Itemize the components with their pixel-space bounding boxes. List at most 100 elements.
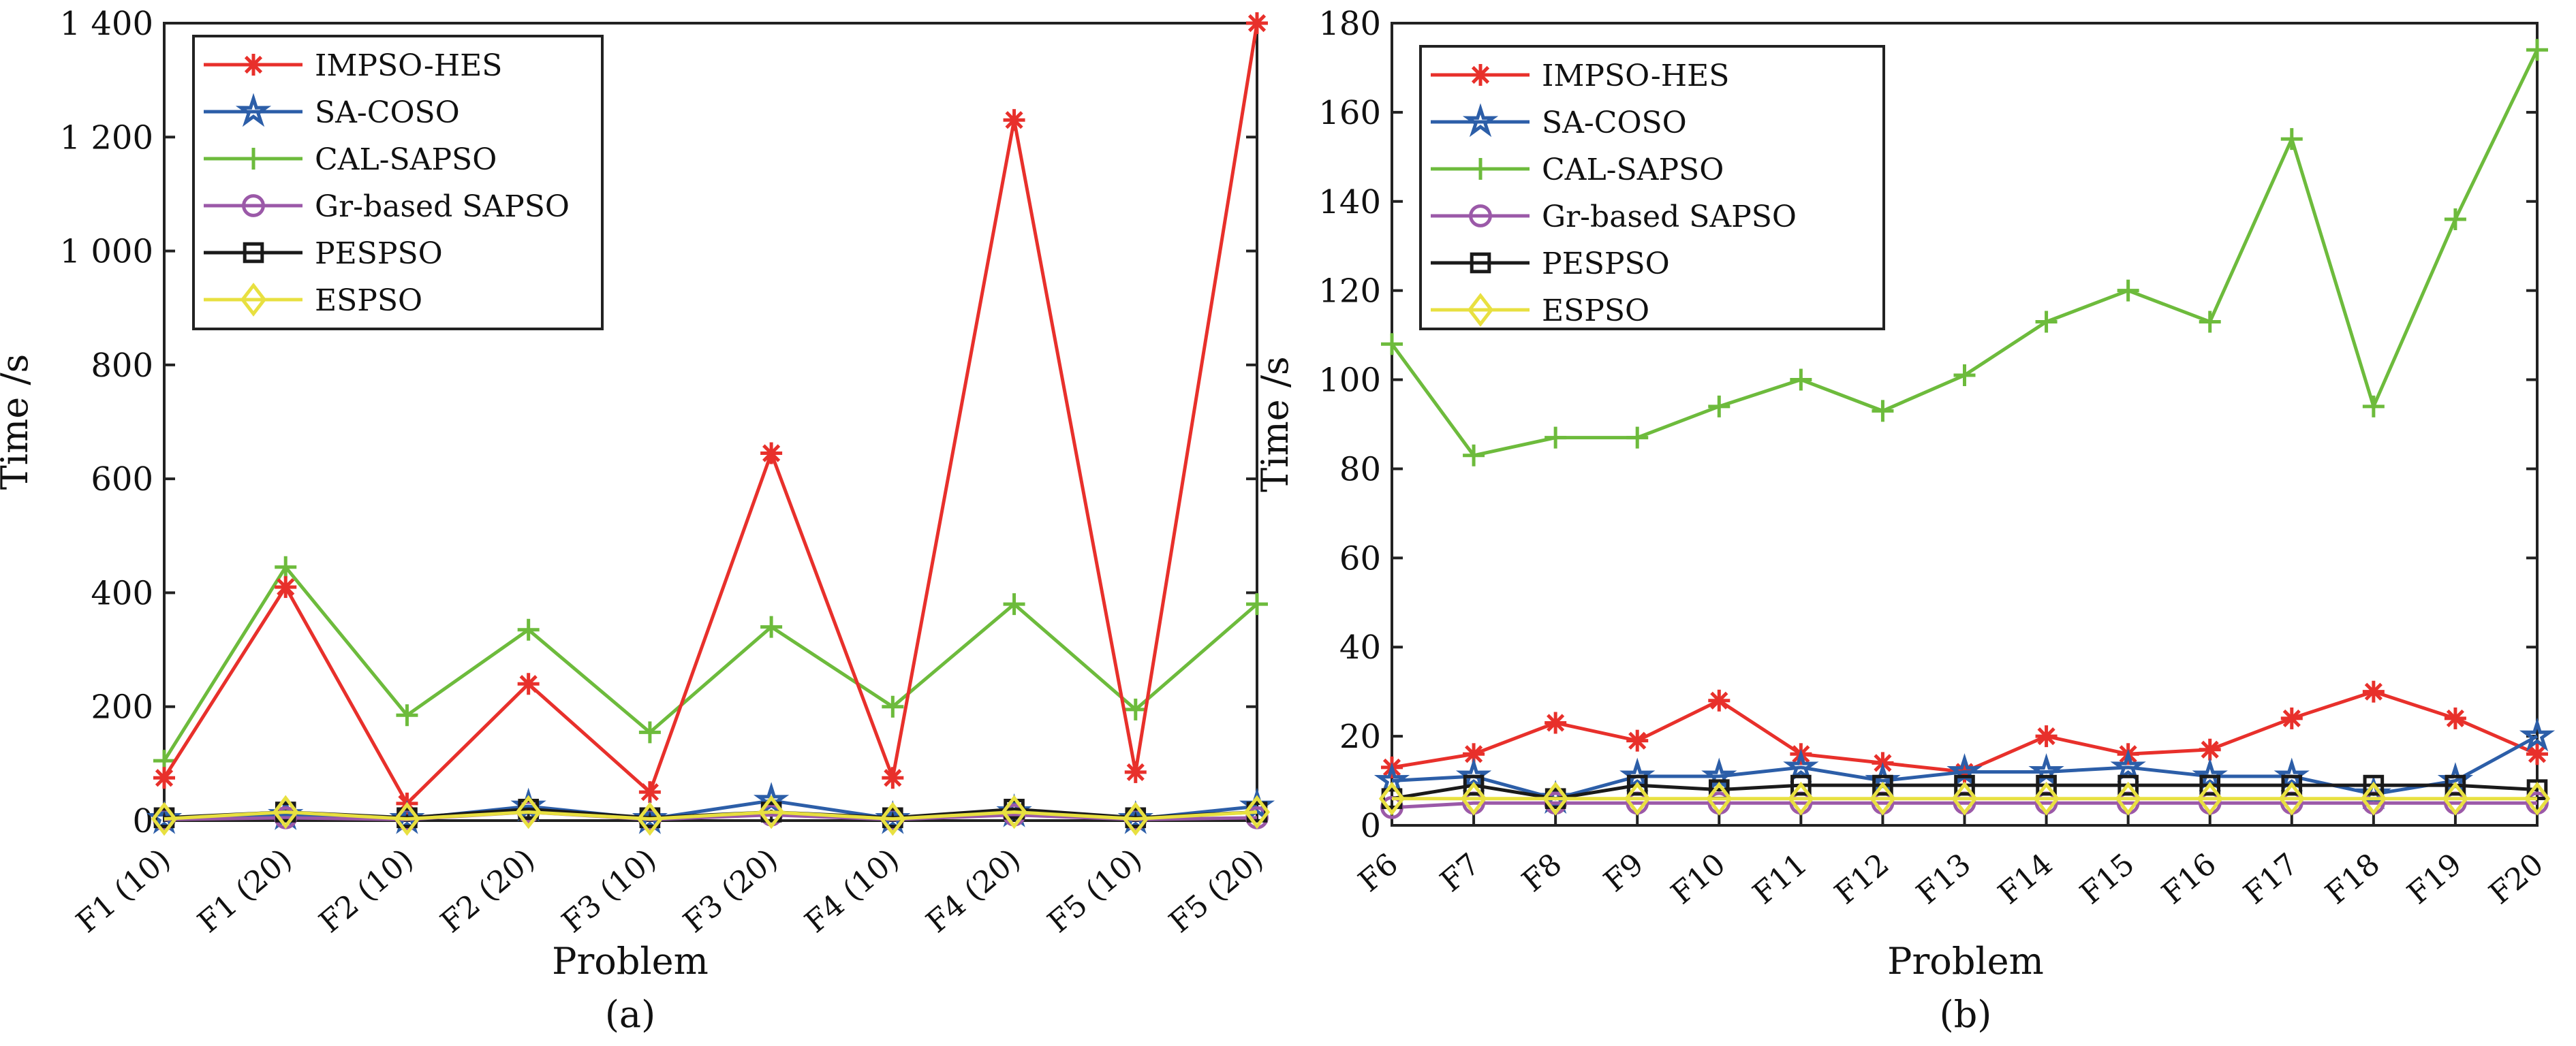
diamond-marker bbox=[1869, 781, 1896, 816]
asterisk-marker bbox=[2037, 727, 2055, 746]
legend-label: PESPSO bbox=[1542, 247, 1670, 281]
square-marker bbox=[2117, 774, 2139, 796]
x-tick-label: F19 bbox=[2401, 846, 2468, 911]
y-tick-label: 400 bbox=[91, 574, 153, 612]
plus-marker bbox=[243, 148, 264, 170]
x-tick-label: F2 (10) bbox=[313, 842, 420, 940]
asterisk-marker bbox=[1005, 111, 1023, 129]
star-marker bbox=[1455, 757, 1492, 792]
series-line bbox=[1391, 801, 2537, 810]
square-marker bbox=[1463, 774, 1485, 796]
star-marker bbox=[1619, 757, 1656, 792]
series-cal-sapso bbox=[153, 556, 1268, 772]
asterisk-marker bbox=[519, 675, 538, 693]
legend-label: ESPSO bbox=[1542, 294, 1649, 328]
diamond-marker bbox=[1378, 781, 1406, 816]
plus-marker bbox=[1003, 593, 1025, 616]
diamond-marker bbox=[2442, 781, 2469, 816]
square-marker bbox=[2199, 774, 2221, 796]
asterisk-marker bbox=[1710, 691, 1728, 710]
x-tick-label: F16 bbox=[2156, 846, 2223, 911]
asterisk-marker bbox=[2528, 745, 2547, 763]
plus-marker bbox=[1790, 368, 1812, 391]
square-marker bbox=[2036, 774, 2057, 796]
x-tick-label: F15 bbox=[2074, 846, 2141, 911]
x-tick-label: F6 bbox=[1352, 846, 1405, 899]
y-tick-label: 20 bbox=[1339, 718, 1381, 756]
circle-marker bbox=[1469, 204, 1492, 227]
x-tick-label: F1 (10) bbox=[70, 842, 178, 940]
plus-marker bbox=[1953, 364, 1976, 387]
legend-item: ESPSO bbox=[204, 283, 422, 318]
square-marker bbox=[1790, 774, 1812, 796]
star-marker bbox=[2192, 757, 2228, 792]
diamond-marker bbox=[1951, 781, 1978, 816]
asterisk-marker bbox=[1464, 745, 1483, 763]
legend-item: CAL-SAPSO bbox=[204, 142, 497, 177]
y-tick-label: 140 bbox=[1318, 183, 1381, 221]
legend-label: Gr-based SAPSO bbox=[315, 189, 570, 224]
x-tick-label: F17 bbox=[2237, 846, 2305, 911]
x-tick-label: F13 bbox=[1910, 846, 1978, 911]
legend: IMPSO-HES SA-COSO CAL-SAPSO Gr-based SAPSO P… bbox=[1419, 45, 1885, 330]
legend-label: Gr-based SAPSO bbox=[1542, 200, 1797, 234]
x-tick-label: F8 bbox=[1516, 846, 1569, 899]
asterisk-marker bbox=[277, 577, 295, 597]
x-tick-label: F18 bbox=[2319, 846, 2387, 911]
diamond-marker bbox=[636, 802, 664, 836]
plus-marker bbox=[1124, 698, 1147, 720]
asterisk-marker bbox=[1126, 763, 1145, 781]
asterisk-marker bbox=[2201, 740, 2219, 759]
legend-item: IMPSO-HES bbox=[1431, 59, 1729, 93]
asterisk-marker bbox=[762, 444, 781, 462]
square-marker bbox=[1470, 252, 1491, 274]
series-cal-sapso bbox=[1381, 39, 2548, 466]
y-tick-label: 180 bbox=[1318, 5, 1381, 43]
legend-label: SA-COSO bbox=[1542, 106, 1687, 140]
plus-marker bbox=[517, 618, 540, 641]
diamond-marker bbox=[1788, 781, 1814, 816]
plus-marker bbox=[2280, 128, 2303, 150]
legend-item: CAL-SAPSO bbox=[1431, 153, 1724, 187]
plus-marker bbox=[2199, 311, 2221, 333]
square-marker bbox=[2363, 774, 2385, 796]
diamond-marker bbox=[1467, 293, 1494, 327]
asterisk-marker bbox=[1471, 65, 1490, 84]
x-tick-label: F14 bbox=[1992, 846, 2060, 911]
legend-item: PESPSO bbox=[1431, 247, 1670, 281]
asterisk-marker bbox=[244, 55, 263, 74]
plot-frame bbox=[163, 22, 1258, 822]
y-tick-label: 0 bbox=[132, 802, 153, 840]
diamond-marker bbox=[1243, 795, 1271, 829]
legend-label: ESPSO bbox=[315, 283, 422, 318]
x-tick-label: F4 (10) bbox=[798, 842, 906, 940]
plus-marker bbox=[2362, 395, 2385, 417]
diamond-marker bbox=[1706, 781, 1733, 816]
x-axis-label: Problem bbox=[552, 940, 709, 983]
asterisk-marker bbox=[2446, 709, 2465, 728]
plus-marker bbox=[760, 616, 783, 638]
plus-marker bbox=[275, 556, 297, 578]
diamond-marker bbox=[394, 802, 420, 836]
diamond-marker bbox=[1460, 781, 1487, 816]
x-tick-label: F1 (20) bbox=[191, 842, 299, 940]
asterisk-marker bbox=[884, 769, 902, 787]
star-marker bbox=[2519, 717, 2556, 752]
y-axis-label: Time /s bbox=[1254, 356, 1297, 492]
y-tick-label: 1 000 bbox=[60, 233, 153, 271]
y-tick-label: 600 bbox=[91, 460, 153, 498]
diamond-marker bbox=[240, 283, 267, 317]
plus-marker bbox=[1246, 593, 1268, 616]
asterisk-marker bbox=[1628, 731, 1647, 750]
series-line bbox=[162, 22, 1259, 806]
legend-label: CAL-SAPSO bbox=[315, 142, 497, 177]
legend-box bbox=[192, 35, 604, 330]
plus-marker bbox=[396, 704, 418, 727]
square-marker bbox=[1954, 774, 1975, 796]
legend-item: Gr-based SAPSO bbox=[1431, 200, 1797, 234]
y-axis-label: Time /s bbox=[0, 354, 36, 490]
star-marker bbox=[2274, 757, 2310, 792]
x-tick-label: F7 bbox=[1434, 846, 1487, 899]
